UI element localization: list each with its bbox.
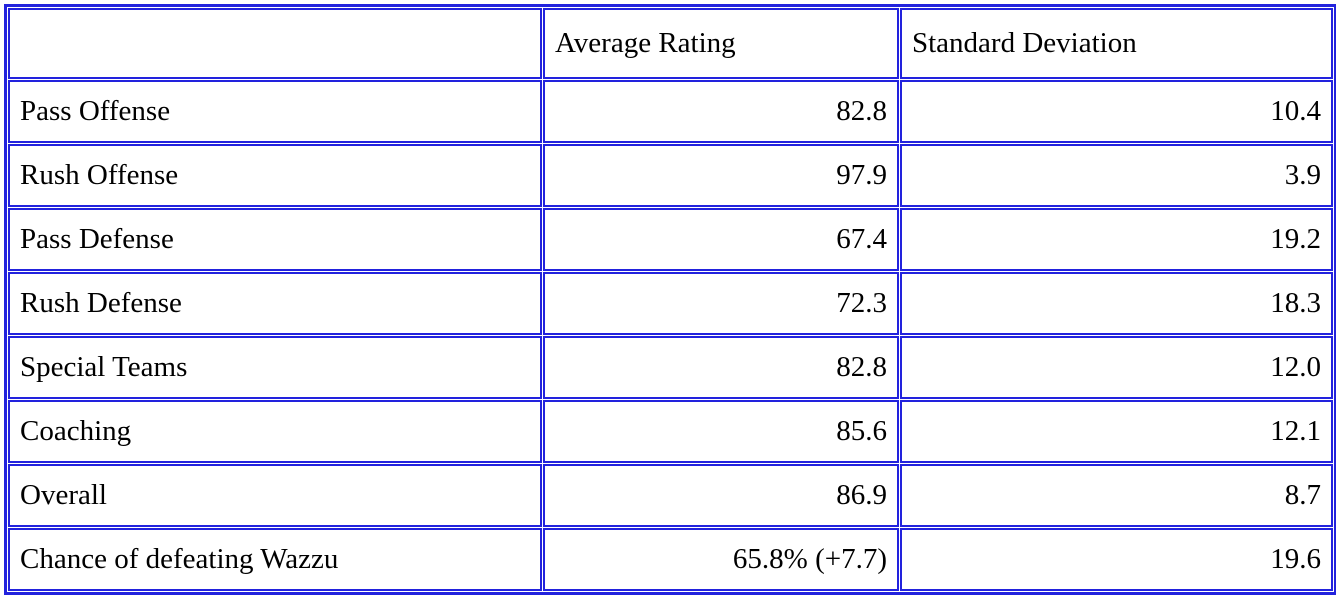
row-label: Rush Offense [8, 144, 542, 207]
header-empty-cell [8, 8, 542, 79]
table-row: Rush Defense 72.3 18.3 [8, 272, 1333, 335]
row-label: Pass Defense [8, 208, 542, 271]
row-label: Pass Offense [8, 80, 542, 143]
standard-deviation-value: 3.9 [900, 144, 1333, 207]
row-label: Overall [8, 464, 542, 527]
average-rating-value: 65.8% (+7.7) [543, 528, 899, 591]
table-row: Coaching 85.6 12.1 [8, 400, 1333, 463]
row-label: Coaching [8, 400, 542, 463]
standard-deviation-value: 18.3 [900, 272, 1333, 335]
team-ratings-table: Average Rating Standard Deviation Pass O… [4, 4, 1336, 595]
header-standard-deviation: Standard Deviation [900, 8, 1333, 79]
standard-deviation-value: 12.1 [900, 400, 1333, 463]
average-rating-value: 86.9 [543, 464, 899, 527]
standard-deviation-value: 19.2 [900, 208, 1333, 271]
standard-deviation-value: 12.0 [900, 336, 1333, 399]
row-label: Special Teams [8, 336, 542, 399]
table-row: Rush Offense 97.9 3.9 [8, 144, 1333, 207]
row-label: Rush Defense [8, 272, 542, 335]
standard-deviation-value: 19.6 [900, 528, 1333, 591]
header-average-rating: Average Rating [543, 8, 899, 79]
table-row: Pass Defense 67.4 19.2 [8, 208, 1333, 271]
table-row: Special Teams 82.8 12.0 [8, 336, 1333, 399]
standard-deviation-value: 8.7 [900, 464, 1333, 527]
average-rating-value: 67.4 [543, 208, 899, 271]
average-rating-value: 72.3 [543, 272, 899, 335]
average-rating-value: 82.8 [543, 336, 899, 399]
average-rating-value: 82.8 [543, 80, 899, 143]
row-label: Chance of defeating Wazzu [8, 528, 542, 591]
table-row: Pass Offense 82.8 10.4 [8, 80, 1333, 143]
header-row: Average Rating Standard Deviation [8, 8, 1333, 79]
average-rating-value: 97.9 [543, 144, 899, 207]
standard-deviation-value: 10.4 [900, 80, 1333, 143]
average-rating-value: 85.6 [543, 400, 899, 463]
table-row: Chance of defeating Wazzu 65.8% (+7.7) 1… [8, 528, 1333, 591]
table-row: Overall 86.9 8.7 [8, 464, 1333, 527]
